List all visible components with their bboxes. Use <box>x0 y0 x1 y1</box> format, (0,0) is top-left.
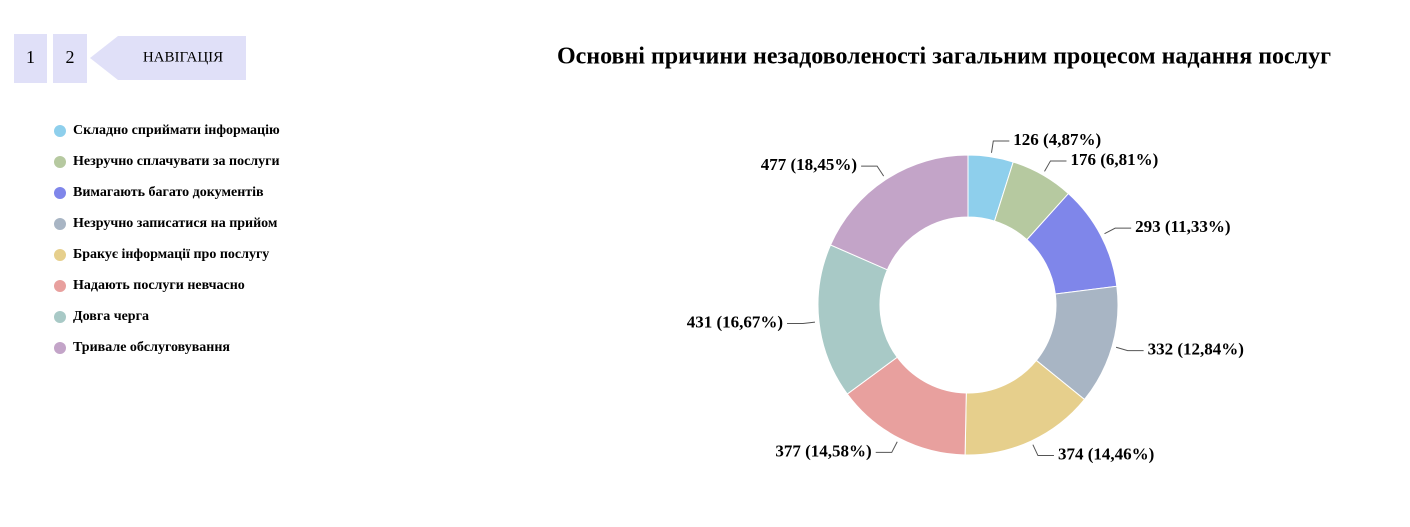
leader-line <box>1044 160 1067 172</box>
legend-label: Надають послуги невчасно <box>73 278 245 293</box>
page-button[interactable] <box>53 34 87 83</box>
page-button-label[interactable]: 2 <box>66 47 75 67</box>
legend-label: Незручно записатися на прийом <box>73 216 278 231</box>
leader-line <box>861 165 885 177</box>
leader-line <box>1032 444 1054 457</box>
legend-marker <box>54 280 66 292</box>
legend-marker <box>54 249 66 261</box>
data-label: 477 (18,45%) <box>761 155 857 174</box>
page-button-label[interactable]: 1 <box>26 47 35 67</box>
chart-title: Основні причини незадоволеності загальни… <box>557 44 1331 70</box>
leader-line <box>787 321 816 325</box>
donut-slice <box>829 154 969 271</box>
data-label: 126 (4,87%) <box>1013 130 1101 149</box>
data-label: 176 (6,81%) <box>1070 150 1158 169</box>
plot: 126 (4,87%)176 (6,81%) 293 (11,33%) 332 (1… <box>687 130 1244 464</box>
legend: Складно сприймати інформацію Незручно спл… <box>54 123 280 355</box>
nav-button[interactable] <box>90 36 246 80</box>
legend-label: Вимагають багато документів <box>73 185 264 200</box>
leader-line <box>1104 227 1132 235</box>
nav-label[interactable]: НАВІГАЦІЯ <box>143 49 223 65</box>
data-label: 293 (11,33%) <box>1135 217 1230 236</box>
legend-marker <box>54 156 66 168</box>
legend-label: Тривале обслуговування <box>73 340 230 355</box>
legend-marker <box>54 218 66 230</box>
leader-line <box>1115 346 1144 352</box>
legend-marker <box>54 187 66 199</box>
legend-marker <box>54 125 66 137</box>
legend-label: Незручно сплачувати за послуги <box>73 154 280 169</box>
data-label: 431 (16,67%) <box>687 312 783 331</box>
legend-label: Бракує інформації про послугу <box>73 247 269 262</box>
legend-label: Складно сприймати інформацію <box>73 123 280 138</box>
legend-label: Довга черга <box>73 309 149 324</box>
leader-line <box>990 140 1010 153</box>
legend-marker <box>54 311 66 323</box>
data-label: 332 (12,84%) <box>1148 339 1244 358</box>
data-label: 374 (14,46%) <box>1058 444 1154 463</box>
leader-line <box>875 441 898 453</box>
data-label: 377 (14,58%) <box>775 441 871 460</box>
page-button[interactable] <box>14 34 47 83</box>
legend-marker <box>54 342 66 354</box>
